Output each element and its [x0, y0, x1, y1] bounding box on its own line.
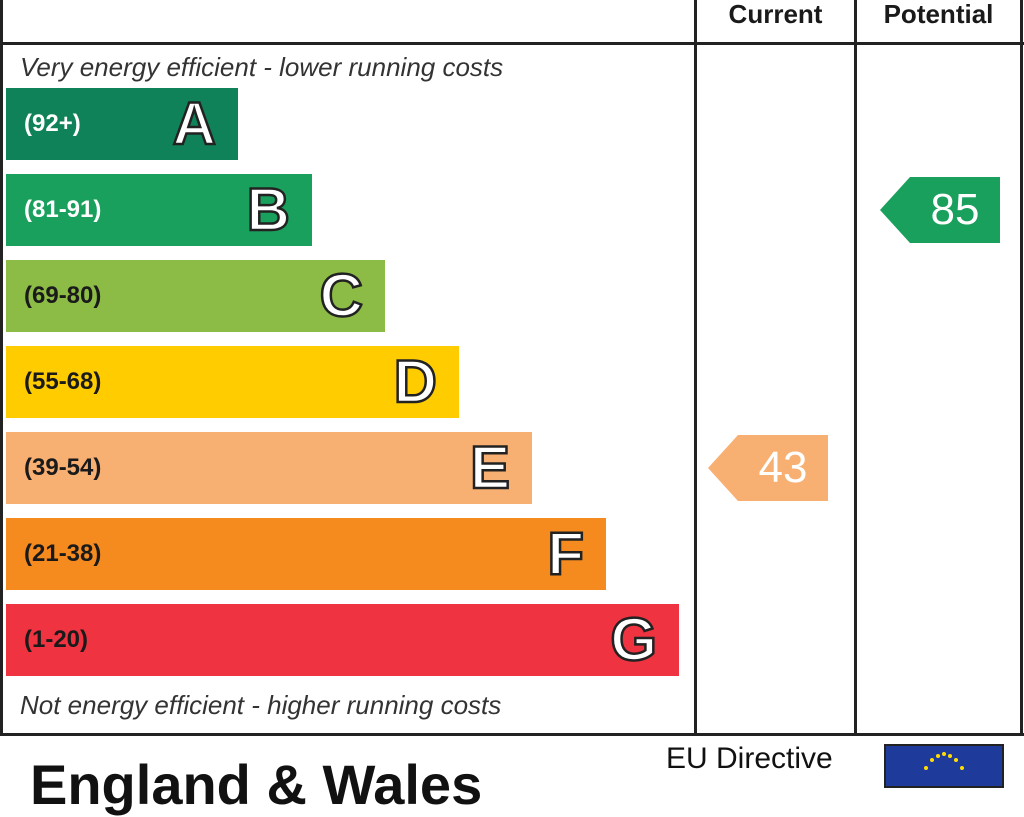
eu-flag-icon — [884, 744, 1004, 788]
band-g-range: (1-20) — [24, 626, 89, 653]
band-g: (1-20) G — [6, 604, 679, 676]
frame-left-border — [0, 0, 3, 736]
band-b: (81-91) B — [6, 174, 312, 246]
band-a-letter: A — [171, 89, 217, 159]
current-rating-value: 43 — [758, 443, 808, 492]
frame-right-border — [1020, 0, 1023, 736]
current-column-header: Current — [728, 0, 823, 29]
band-c-letter: C — [318, 261, 364, 331]
band-c: (69-80) C — [6, 260, 385, 332]
band-a-range: (92+) — [24, 110, 81, 137]
band-f-letter: F — [546, 519, 585, 589]
footer-divider — [0, 733, 1024, 736]
efficient-caption: Very energy efficient - lower running co… — [20, 52, 504, 82]
current-column-divider — [694, 0, 697, 736]
current-rating-arrow: 43 — [708, 435, 828, 501]
band-d-range: (55-68) — [24, 368, 102, 395]
potential-column-divider — [854, 0, 857, 736]
header-divider — [0, 42, 1024, 45]
potential-column-header: Potential — [883, 0, 994, 29]
band-e-letter: E — [469, 433, 512, 503]
eu-directive-label: EU Directive — [666, 742, 833, 775]
band-e-range: (39-54) — [24, 454, 102, 481]
potential-arrow-shape — [880, 177, 1000, 243]
band-f: (21-38) F — [6, 518, 606, 590]
band-e: (39-54) E — [6, 432, 532, 504]
band-a: (92+) A — [6, 88, 238, 160]
band-d: (55-68) D — [6, 346, 459, 418]
potential-rating-value: 85 — [930, 185, 980, 234]
band-g-letter: G — [609, 605, 658, 675]
band-b-range: (81-91) — [24, 196, 102, 223]
inefficient-caption: Not energy efficient - higher running co… — [20, 690, 502, 720]
current-arrow-shape — [708, 435, 828, 501]
band-d-letter: D — [392, 347, 438, 417]
band-f-range: (21-38) — [24, 540, 102, 567]
eu-stars-icon — [924, 752, 964, 770]
region-title: England & Wales — [30, 753, 483, 816]
band-c-range: (69-80) — [24, 282, 102, 309]
potential-rating-arrow: 85 — [880, 177, 1000, 243]
band-b-letter: B — [245, 175, 291, 245]
